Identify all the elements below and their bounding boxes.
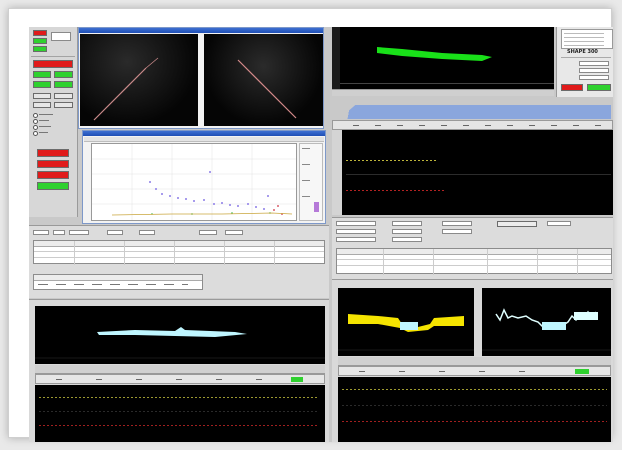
control-button-c[interactable] <box>33 81 51 88</box>
green-profile-shape <box>377 47 492 61</box>
bottom-left-header <box>35 374 325 384</box>
action-button-red-3[interactable] <box>37 171 69 179</box>
chart-scale-marker <box>314 202 319 212</box>
status-button-1[interactable] <box>33 30 47 36</box>
control-button-red[interactable] <box>33 60 73 68</box>
laser-line-right <box>237 59 297 119</box>
info-heading: SHAPE 300 <box>567 49 598 55</box>
perspective-bar <box>339 105 611 119</box>
selected-indicator[interactable] <box>291 377 303 382</box>
profile-view-top <box>332 27 554 89</box>
chart-window-titlebar[interactable] <box>83 131 325 136</box>
cyan-profile-right <box>482 308 611 351</box>
status-button-3[interactable] <box>33 46 47 52</box>
radio-option-2[interactable] <box>33 119 38 124</box>
yellow-profile-shape <box>338 314 474 351</box>
radio-group <box>33 113 73 141</box>
info-button-green[interactable] <box>587 84 611 91</box>
bottom-left-scale <box>35 365 325 374</box>
info-panel: SHAPE 300 <box>556 27 613 97</box>
profile-view-yellow <box>338 288 474 356</box>
selected-indicator-right[interactable] <box>575 369 589 374</box>
data-table-right <box>336 248 612 275</box>
data-table-left <box>33 240 325 265</box>
radio-option-4[interactable] <box>33 131 38 136</box>
trend-header <box>332 120 613 130</box>
action-button-red-2[interactable] <box>37 160 69 168</box>
bottom-right-header <box>338 366 611 376</box>
action-button-green[interactable] <box>37 182 69 190</box>
info-button-red[interactable] <box>561 84 583 91</box>
option-button-4[interactable] <box>54 102 73 108</box>
camera-view-left <box>80 34 198 126</box>
cyan-profile-left <box>35 327 325 359</box>
radio-option-3[interactable] <box>33 125 38 130</box>
info-field-1[interactable] <box>579 61 609 66</box>
camera-view-right <box>204 34 323 126</box>
info-field-2[interactable] <box>579 68 609 73</box>
bottom-right-profile-panel <box>332 279 613 442</box>
profile-view-bottom-left <box>35 306 325 364</box>
toolbar-icons[interactable] <box>497 221 537 227</box>
measurement-chart-window <box>82 130 326 224</box>
camera-window <box>78 27 324 129</box>
radio-option-1[interactable] <box>33 113 38 118</box>
bottom-left-profile-panel <box>29 299 329 442</box>
trend-view-right <box>332 130 613 215</box>
chart-right-scale <box>299 143 323 221</box>
chart-plot-area <box>91 143 297 221</box>
action-button-red-1[interactable] <box>37 149 69 157</box>
bottom-right-scale <box>338 357 611 366</box>
screenshot-frame: SHAPE 300 <box>8 8 613 442</box>
left-control-panel <box>29 27 78 217</box>
left-data-section <box>29 225 329 298</box>
summary-table-left <box>33 274 203 290</box>
option-button-1[interactable] <box>33 93 51 99</box>
status-field[interactable] <box>51 32 71 41</box>
control-button-a[interactable] <box>33 71 51 78</box>
right-data-section <box>332 217 613 280</box>
camera-window-titlebar[interactable] <box>79 28 323 33</box>
profile-scale-bar <box>332 89 554 96</box>
info-field-3[interactable] <box>579 75 609 80</box>
trend-view-bottom-right <box>338 377 611 442</box>
option-button-3[interactable] <box>33 102 51 108</box>
control-button-b[interactable] <box>54 71 73 78</box>
profile-view-cyan <box>482 288 611 356</box>
control-button-d[interactable] <box>54 81 73 88</box>
trend-view-bottom-left <box>35 385 325 442</box>
laser-line-left <box>93 57 159 121</box>
desktop-screen: SHAPE 300 <box>29 27 613 442</box>
chart-plot-svg <box>92 144 296 220</box>
status-button-2[interactable] <box>33 38 47 44</box>
info-table <box>561 29 613 49</box>
chart-toolbar <box>84 137 324 142</box>
option-button-2[interactable] <box>54 93 73 99</box>
